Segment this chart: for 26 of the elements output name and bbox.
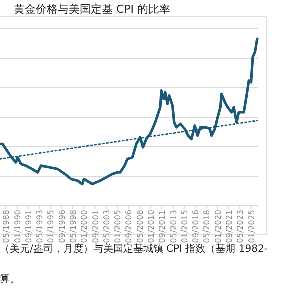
chart-title: 黄金价格与美国定基 CPI 的比率 [14,3,171,16]
x-tick-label: 01/2005 [114,210,123,244]
x-tick-label: 09/1996 [58,210,67,244]
x-tick-label: 05/2013 [169,210,178,244]
x-tick-label: 09/2001 [91,210,100,244]
x-tick-label: 09/1991 [24,210,34,244]
x-tick-label: 09/2011 [158,210,168,244]
x-tick-label: 01/2000 [80,210,90,244]
x-tick-label: 05/2003 [102,210,112,244]
x-tick-label: 09/2016 [192,210,201,244]
x-tick-label: 05/1988 [2,210,12,244]
x-tick-label: 09/2006 [124,210,134,244]
text: （美元/盎司，月度）与美国定基城镇 CPI 指数（基期 1982- [0,243,268,255]
x-tick-label: 09/2021 [225,210,234,244]
x-tick-label: 05/1998 [68,210,78,244]
x-tick-label: 01/2015 [180,210,190,244]
x-tick-label: 01/1990 [13,210,22,244]
x-tick-label: 05/2008 [136,210,145,244]
x-tick-label: 05/2023 [236,210,246,244]
text: 算。 [0,273,20,285]
x-tick-label: 05/1993 [36,210,45,244]
x-tick-label: 05/2018 [202,210,212,244]
x-tick-label: 01/2025 [247,210,256,244]
x-tick-label: 01/2010 [147,210,156,244]
x-tick-label: 01/2020 [214,210,223,244]
x-tick-label: 01/1995 [46,210,56,244]
